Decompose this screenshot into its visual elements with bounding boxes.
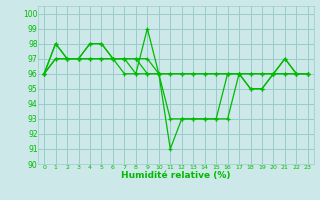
- X-axis label: Humidité relative (%): Humidité relative (%): [121, 171, 231, 180]
